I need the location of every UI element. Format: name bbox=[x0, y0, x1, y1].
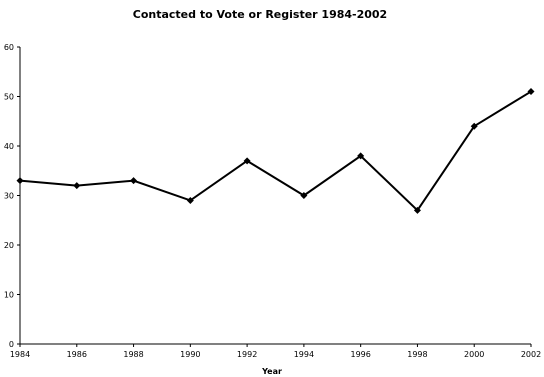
data-point bbox=[357, 152, 365, 160]
x-tick-label: 1992 bbox=[237, 350, 257, 359]
y-axis: 0 10 20 30 40 50 60 bbox=[4, 43, 21, 349]
data-point bbox=[243, 157, 251, 165]
y-tick-label: 50 bbox=[4, 93, 14, 102]
data-point bbox=[186, 196, 194, 204]
y-tick-label: 10 bbox=[4, 291, 14, 300]
x-tick-label: 1998 bbox=[407, 350, 427, 359]
x-tick-label: 1990 bbox=[180, 350, 200, 359]
data-point bbox=[16, 177, 24, 185]
y-tick-label: 40 bbox=[4, 142, 14, 151]
x-tick-label: 1984 bbox=[10, 350, 30, 359]
x-tick-label: 1986 bbox=[67, 350, 87, 359]
x-tick-label: 2000 bbox=[464, 350, 484, 359]
chart-title: Contacted to Vote or Register 1984-2002 bbox=[133, 8, 387, 21]
series-group bbox=[16, 88, 535, 214]
data-point bbox=[527, 88, 535, 96]
y-tick-label: 0 bbox=[9, 340, 14, 349]
y-tick-label: 20 bbox=[4, 241, 14, 250]
x-tick-label: 1988 bbox=[123, 350, 143, 359]
data-point bbox=[470, 122, 478, 130]
data-point bbox=[130, 177, 138, 185]
x-tick-label: 1996 bbox=[350, 350, 370, 359]
y-tick-label: 30 bbox=[4, 192, 14, 201]
data-point bbox=[300, 192, 308, 199]
x-axis-title: Year bbox=[261, 367, 282, 376]
series-line bbox=[19, 90, 532, 212]
x-tick-label: 2002 bbox=[521, 350, 541, 359]
x-tick-label: 1994 bbox=[294, 350, 314, 359]
data-point bbox=[73, 182, 81, 190]
x-axis: 1984 1986 1988 1990 1992 1994 1996 1998 2000 2002 bbox=[10, 343, 541, 359]
data-point bbox=[413, 206, 421, 214]
y-tick-label: 60 bbox=[4, 43, 14, 52]
